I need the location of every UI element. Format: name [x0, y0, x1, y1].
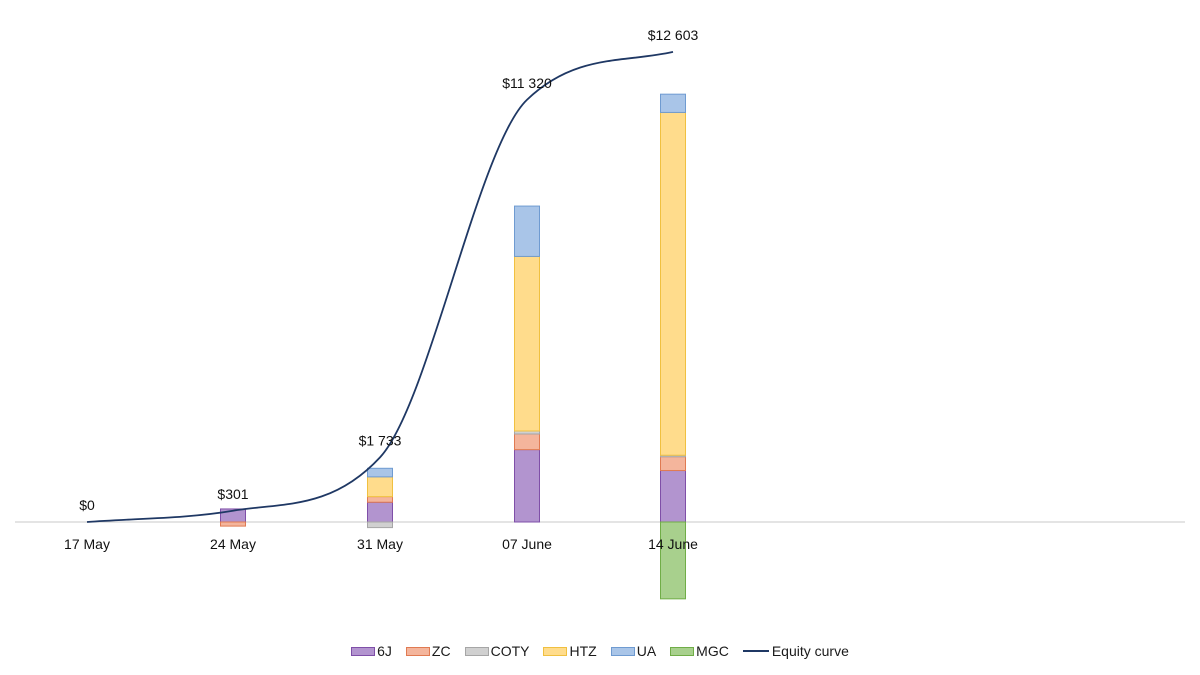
equity-data-label: $12 603 [648, 27, 699, 43]
bar-segment-zc-3 [514, 433, 540, 451]
equity-data-label: $1 733 [359, 432, 402, 448]
legend-label: Equity curve [771, 643, 849, 659]
legend-swatch [610, 646, 635, 656]
legend-item-6j: 6J [351, 643, 392, 659]
legend-item-equity-curve: Equity curve [742, 643, 849, 659]
x-tick-label: 24 May [210, 536, 256, 552]
bar-segment-ua-4 [660, 93, 686, 113]
bar-segment-htz-3 [514, 255, 540, 432]
chart-legend: 6J ZC COTY HTZ UA MGC Equity curve [0, 643, 1200, 659]
legend-label: HTZ [569, 643, 597, 659]
x-tick-label: 07 June [502, 536, 552, 552]
bar-segment-ua-3 [514, 205, 540, 257]
legend-label: UA [636, 643, 657, 659]
legend-item-mgc: MGC [670, 643, 729, 659]
legend-swatch [543, 646, 568, 656]
legend-label: COTY [490, 643, 530, 659]
equity-curve-line [86, 51, 674, 523]
chart-plot-area: $0 $301 $1 733 $11 320 $12 603 17 May 24 May 31… [15, 27, 1185, 600]
legend-label: MGC [696, 643, 729, 659]
x-tick-label: 17 May [64, 536, 110, 552]
bar-segment-mgc-4 [660, 521, 686, 600]
legend-swatch [405, 646, 430, 656]
x-tick-label: 31 May [357, 536, 403, 552]
bar-segment-coty-2 [367, 521, 393, 529]
legend-swatch [670, 646, 695, 656]
legend-swatch [464, 646, 489, 656]
bar-segment-zc-4 [660, 456, 686, 472]
equity-data-label: $11 320 [502, 75, 552, 91]
equity-data-label: $301 [217, 486, 248, 502]
bar-segment-htz-4 [660, 111, 686, 456]
legend-item-coty: COTY [464, 643, 530, 659]
legend-label: 6J [377, 643, 392, 659]
legend-item-htz: HTZ [543, 643, 597, 659]
bar-segment-zc-2 [367, 496, 393, 503]
bar-segment-htz-2 [367, 476, 393, 498]
bar-segment-ua-2 [367, 467, 393, 478]
bar-segment-6j-2 [367, 501, 393, 523]
bar-segment-6j-3 [514, 449, 540, 523]
legend-line-swatch [742, 650, 769, 652]
legend-swatch [351, 646, 376, 656]
legend-label: ZC [431, 643, 451, 659]
equity-data-label: $0 [79, 497, 95, 513]
legend-item-zc: ZC [405, 643, 451, 659]
x-tick-label: 14 June [648, 536, 698, 552]
bar-segment-6j-4 [660, 470, 686, 523]
legend-item-ua: UA [610, 643, 657, 659]
bar-segment-zc-1 [220, 521, 246, 527]
